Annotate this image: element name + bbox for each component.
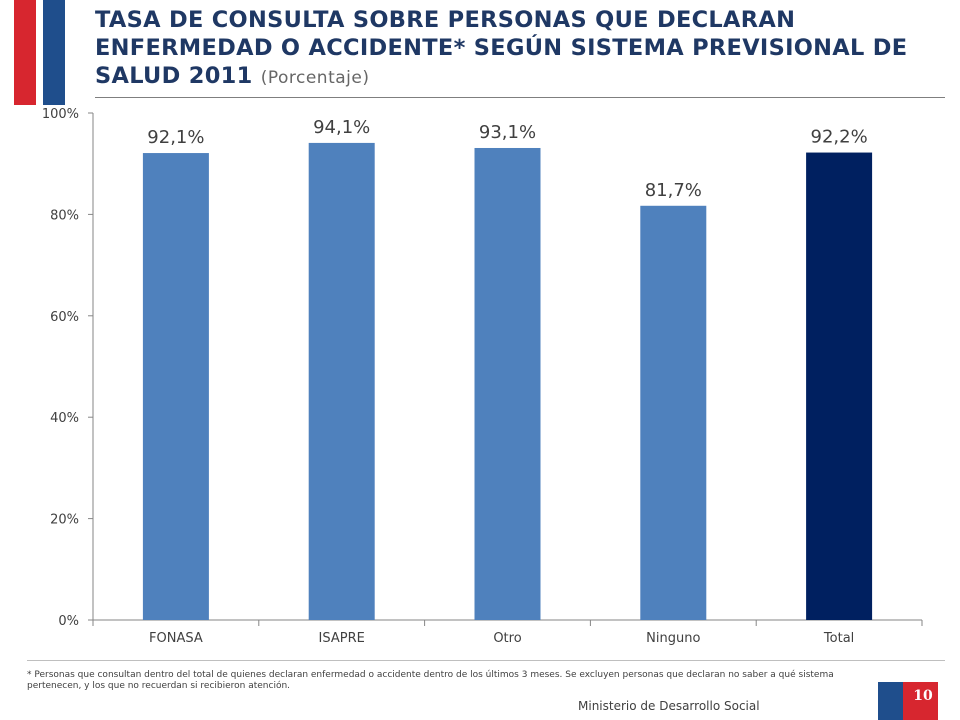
y-tick-label: 0% xyxy=(58,614,79,629)
y-tick-label: 60% xyxy=(50,310,79,325)
ministry-logo xyxy=(878,682,938,720)
data-label: 92,2% xyxy=(811,127,868,148)
title-divider xyxy=(95,97,945,98)
data-label: 94,1% xyxy=(313,117,370,138)
flag-white-stripe xyxy=(36,0,43,105)
title-unit: (Porcentaje) xyxy=(260,68,370,88)
footnote: * Personas que consultan dentro del tota… xyxy=(27,670,834,691)
data-label: 93,1% xyxy=(479,122,536,143)
bar xyxy=(474,147,541,620)
page-title: TASA DE CONSULTA SOBRE PERSONAS QUE DECL… xyxy=(95,6,945,92)
footer-divider xyxy=(27,660,945,661)
title-text: TASA DE CONSULTA SOBRE PERSONAS QUE DECL… xyxy=(95,7,908,89)
data-label: 81,7% xyxy=(645,180,702,201)
x-tick-label: Total xyxy=(823,631,854,646)
page-number: 10 xyxy=(913,688,933,704)
bar xyxy=(142,153,209,621)
bar xyxy=(640,205,707,620)
organization-name: Ministerio de Desarrollo Social xyxy=(578,699,760,713)
flag-red-stripe xyxy=(14,0,36,105)
x-tick-label: ISAPRE xyxy=(319,631,365,646)
y-tick-label: 80% xyxy=(50,208,79,223)
y-tick-label: 100% xyxy=(42,107,79,122)
logo-blue-block xyxy=(878,682,903,720)
bar xyxy=(308,142,375,620)
logo-red-block xyxy=(903,682,938,720)
data-label: 92,1% xyxy=(147,127,204,148)
x-tick-label: FONASA xyxy=(149,631,203,646)
x-tick-label: Ninguno xyxy=(646,631,700,646)
y-tick-label: 40% xyxy=(50,411,79,426)
y-tick-label: 20% xyxy=(50,513,79,528)
flag-blue-stripe xyxy=(43,0,65,105)
bar xyxy=(806,152,873,620)
x-tick-label: Otro xyxy=(493,631,521,646)
